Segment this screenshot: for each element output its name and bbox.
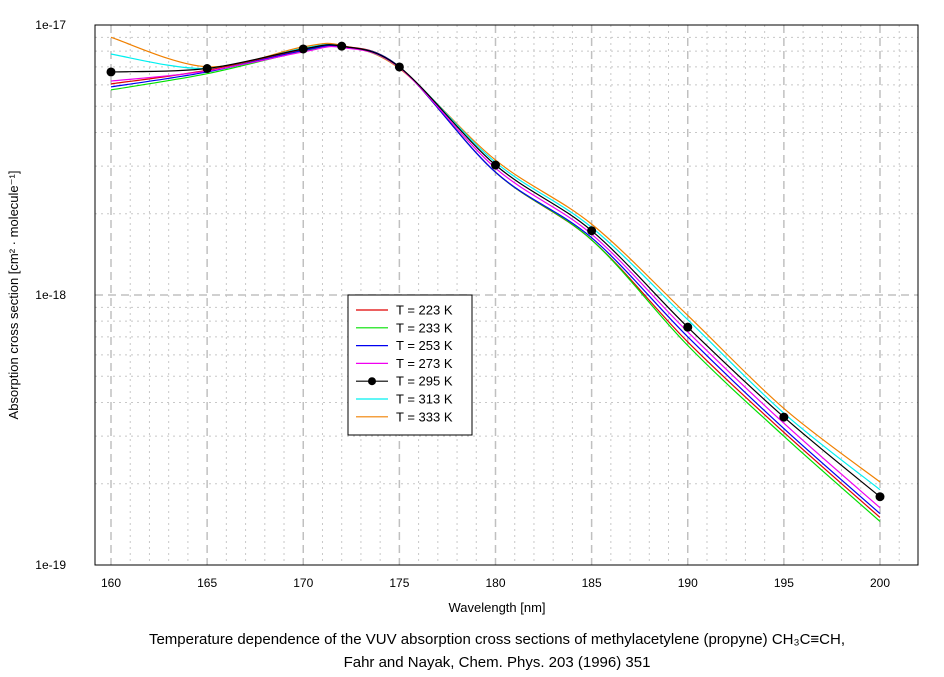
y-tick-label: 1e-17 [35,18,66,32]
data-point [779,412,789,422]
x-tick-label: 200 [870,576,890,590]
y-tick-label: 1e-18 [35,288,66,302]
legend-label: T = 223 K [396,303,453,318]
series-line-295K [110,44,881,498]
grid [95,25,918,565]
data-point [298,44,308,54]
x-tick-label: 185 [582,576,602,590]
legend-label: T = 295 K [396,374,453,389]
y-tick-label: 1e-19 [35,558,66,572]
legend-marker [368,377,376,386]
legend-label: T = 313 K [396,392,453,407]
x-tick-label: 160 [101,576,121,590]
legend-label: T = 233 K [396,320,453,335]
x-tick-label: 170 [293,576,313,590]
chart: 160 165 170 175 180 185 190 195 200 1e-171e-181e… [6,18,919,615]
data-point [587,226,597,236]
series-line-273K [110,45,881,509]
caption-line-2: Fahr and Nayak, Chem. Phys. 203 (1996) 3… [343,654,651,671]
legend-label: T = 333 K [396,409,453,424]
data-point [683,322,693,332]
data-point [875,492,885,502]
x-axis-label: Wavelength [nm] [448,600,545,615]
caption-line-1: Temperature dependence of the VUV absorp… [148,631,846,648]
plot-frame [94,24,919,566]
x-tick-label: 165 [197,576,217,590]
legend-label: T = 273 K [396,356,453,371]
series-line-253K [110,45,881,515]
x-tick-label: 175 [389,576,409,590]
x-tick-label: 195 [774,576,794,590]
curves [106,36,885,522]
legend-box [347,294,473,436]
x-tick-label: 190 [678,576,698,590]
data-point [394,62,404,72]
data-point [491,160,500,170]
y-axis-label: Absorption cross section [cm² · molecule… [6,171,21,420]
legend: T = 223 K T = 233 K T = 253 K T = 273 K T = … [347,294,473,436]
y-tick-labels: 1e-17 1e-18 1e-19 [35,18,66,572]
data-point [337,41,347,51]
legend-label: T = 253 K [396,338,453,353]
data-point [202,64,212,74]
x-tick-label: 180 [485,576,505,590]
x-tick-labels: 160 165 170 175 180 185 190 195 200 [101,576,890,590]
data-point [106,67,116,77]
